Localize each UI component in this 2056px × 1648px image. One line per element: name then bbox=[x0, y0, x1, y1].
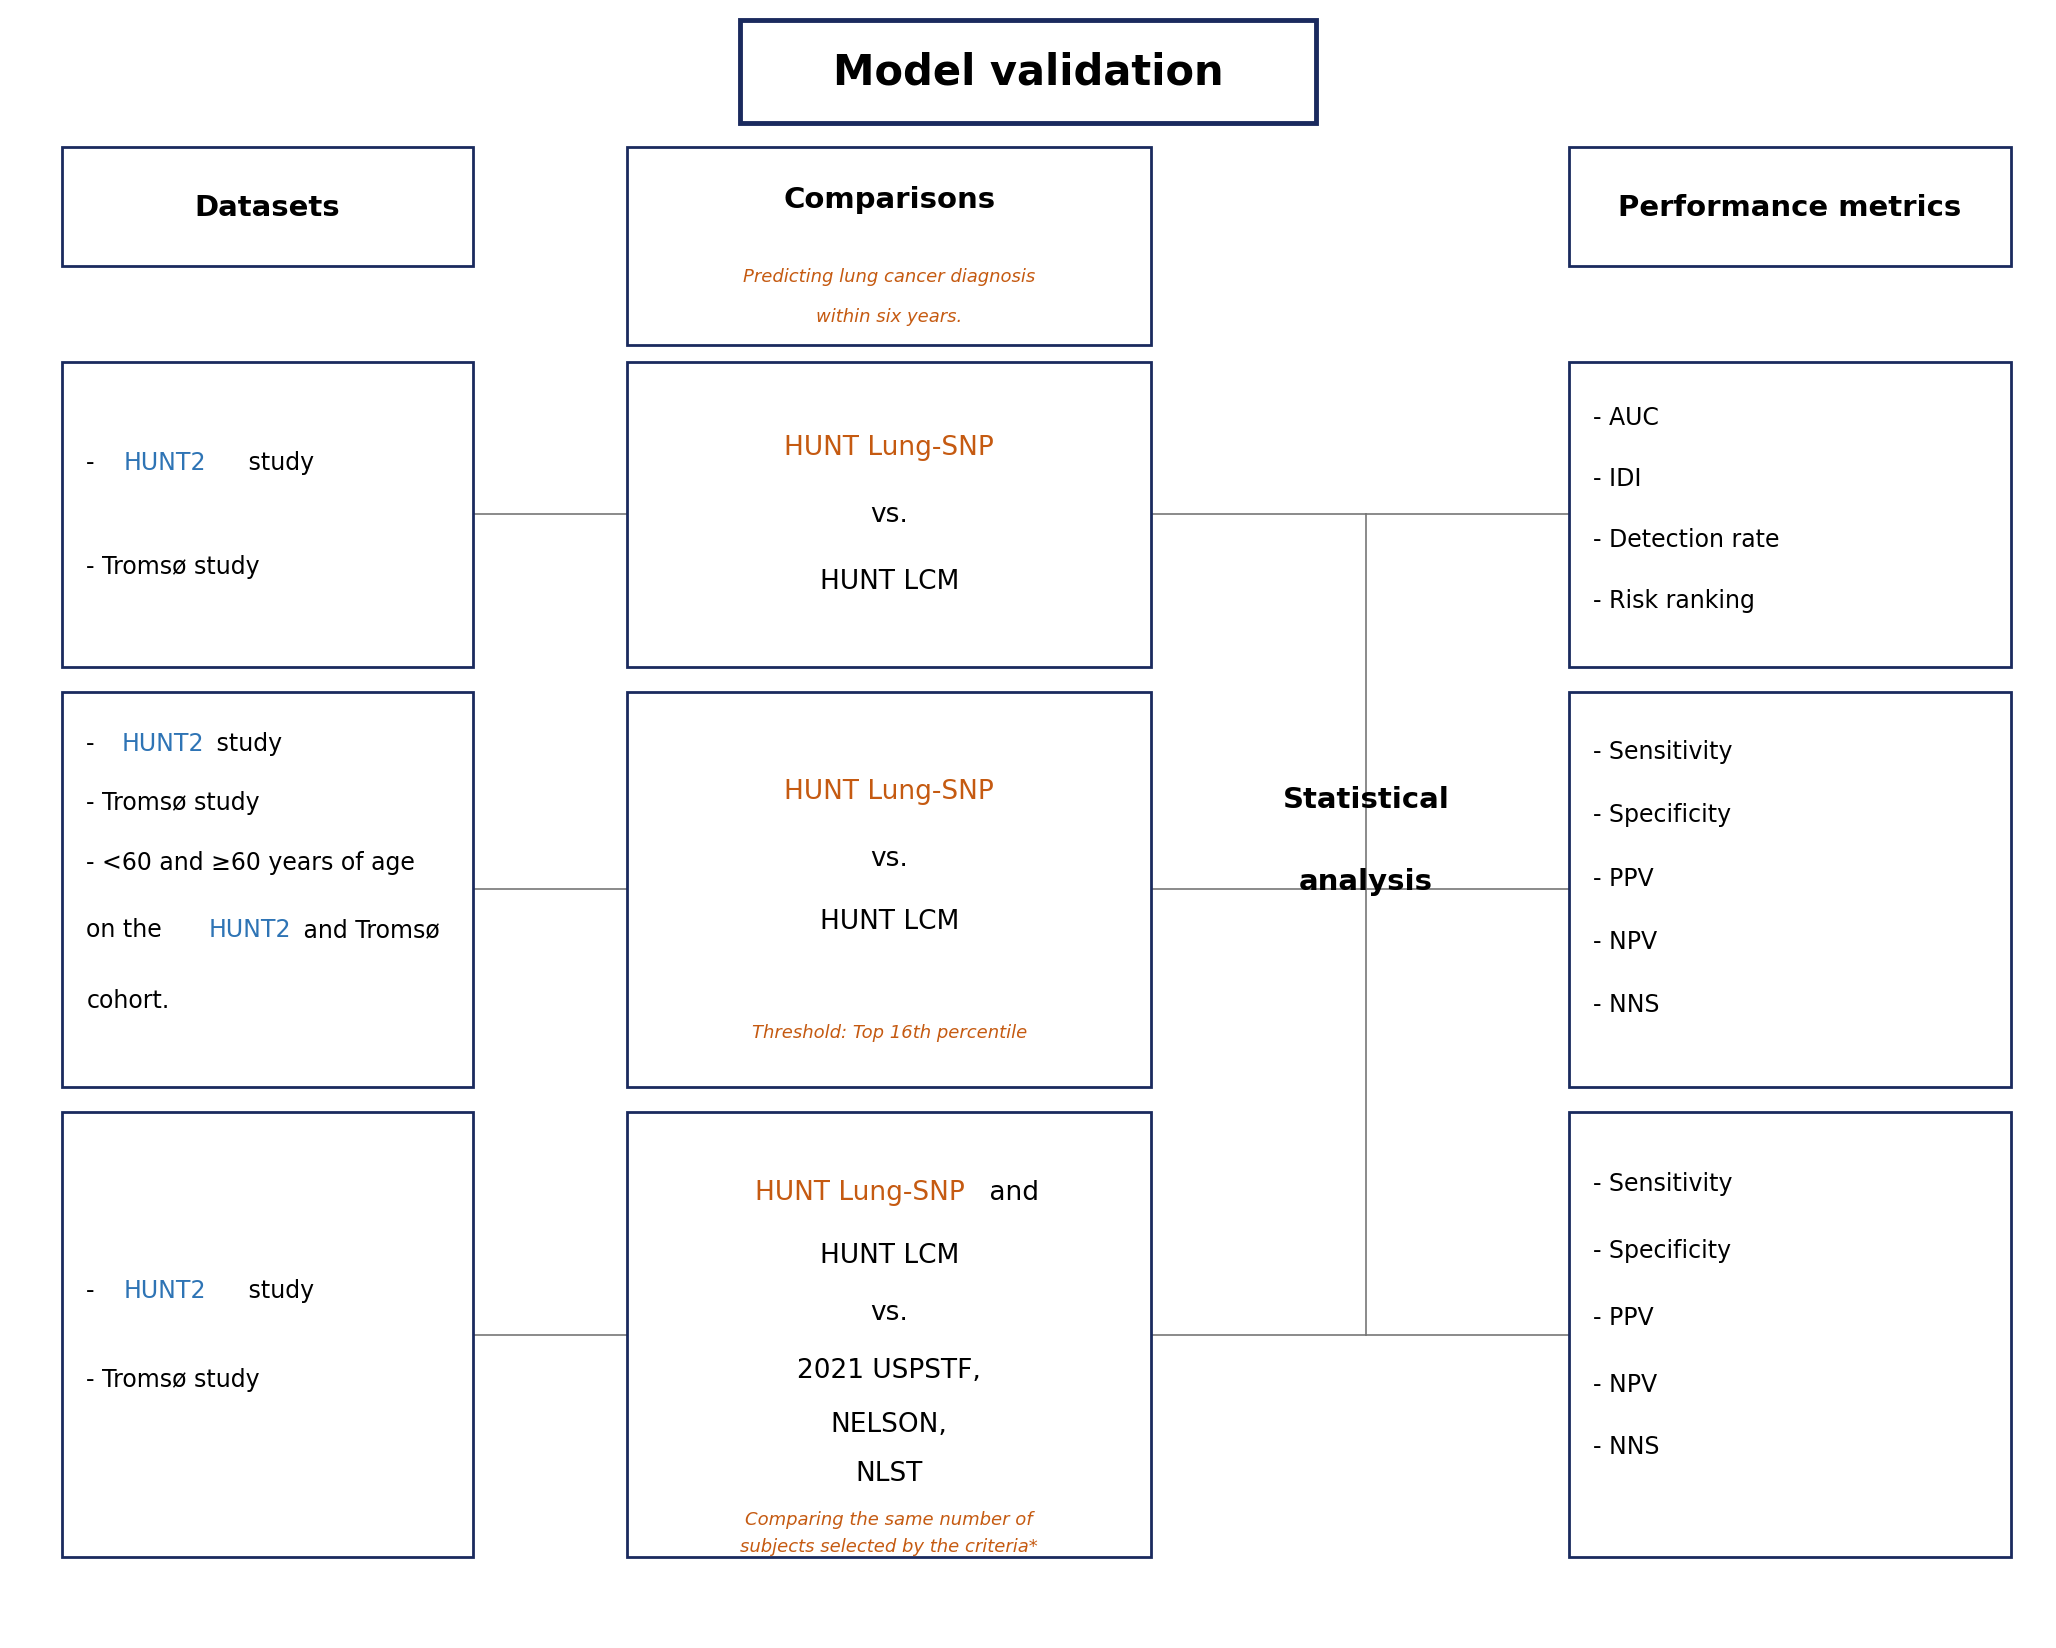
Text: -: - bbox=[86, 1279, 103, 1302]
Text: subjects selected by the criteria*: subjects selected by the criteria* bbox=[740, 1538, 1038, 1556]
Text: - PPV: - PPV bbox=[1593, 1305, 1653, 1328]
Text: HUNT Lung-SNP: HUNT Lung-SNP bbox=[783, 435, 995, 461]
Text: Threshold: Top 16th percentile: Threshold: Top 16th percentile bbox=[752, 1023, 1026, 1042]
FancyBboxPatch shape bbox=[740, 21, 1316, 124]
FancyBboxPatch shape bbox=[627, 148, 1151, 346]
Text: NLST: NLST bbox=[855, 1460, 923, 1486]
FancyBboxPatch shape bbox=[62, 363, 473, 667]
Text: - Tromsø study: - Tromsø study bbox=[86, 555, 259, 578]
FancyBboxPatch shape bbox=[1569, 692, 2011, 1088]
Text: on the: on the bbox=[86, 918, 169, 941]
Text: vs.: vs. bbox=[870, 503, 909, 527]
Text: Comparisons: Comparisons bbox=[783, 186, 995, 214]
Text: - AUC: - AUC bbox=[1593, 405, 1659, 430]
Text: - Sensitivity: - Sensitivity bbox=[1593, 1172, 1733, 1195]
Text: HUNT LCM: HUNT LCM bbox=[820, 1243, 958, 1267]
Text: HUNT2: HUNT2 bbox=[123, 452, 206, 475]
Text: - Tromsø study: - Tromsø study bbox=[86, 791, 259, 814]
FancyBboxPatch shape bbox=[627, 692, 1151, 1088]
Text: - <60 and ≥60 years of age: - <60 and ≥60 years of age bbox=[86, 850, 415, 873]
Text: HUNT Lung-SNP: HUNT Lung-SNP bbox=[783, 778, 995, 804]
Text: - PPV: - PPV bbox=[1593, 867, 1653, 890]
Text: - NNS: - NNS bbox=[1593, 1434, 1659, 1458]
FancyBboxPatch shape bbox=[62, 1112, 473, 1557]
Text: -: - bbox=[86, 452, 103, 475]
Text: Performance metrics: Performance metrics bbox=[1618, 194, 1961, 221]
Text: - NPV: - NPV bbox=[1593, 1371, 1657, 1396]
Text: analysis: analysis bbox=[1299, 868, 1433, 895]
Text: Statistical: Statistical bbox=[1283, 786, 1449, 812]
Text: - Detection rate: - Detection rate bbox=[1593, 527, 1780, 552]
Text: cohort.: cohort. bbox=[86, 989, 169, 1012]
Text: HUNT LCM: HUNT LCM bbox=[820, 908, 958, 934]
Text: and Tromsø: and Tromsø bbox=[296, 918, 440, 941]
Text: Predicting lung cancer diagnosis: Predicting lung cancer diagnosis bbox=[742, 269, 1036, 285]
Text: within six years.: within six years. bbox=[816, 308, 962, 325]
Text: Datasets: Datasets bbox=[195, 194, 339, 221]
Text: -: - bbox=[86, 732, 103, 755]
Text: HUNT2: HUNT2 bbox=[123, 1279, 206, 1302]
FancyBboxPatch shape bbox=[62, 148, 473, 267]
Text: - NPV: - NPV bbox=[1593, 929, 1657, 953]
Text: - Risk ranking: - Risk ranking bbox=[1593, 588, 1756, 613]
Text: 2021 USPSTF,: 2021 USPSTF, bbox=[798, 1358, 981, 1383]
Text: HUNT2: HUNT2 bbox=[121, 732, 204, 755]
Text: - IDI: - IDI bbox=[1593, 466, 1643, 491]
Text: - Specificity: - Specificity bbox=[1593, 1238, 1731, 1262]
Text: vs.: vs. bbox=[870, 845, 909, 872]
Text: - NNS: - NNS bbox=[1593, 992, 1659, 1017]
Text: study: study bbox=[241, 1279, 315, 1302]
Text: study: study bbox=[241, 452, 315, 475]
FancyBboxPatch shape bbox=[1569, 363, 2011, 667]
Text: Model validation: Model validation bbox=[833, 51, 1223, 94]
Text: HUNT LCM: HUNT LCM bbox=[820, 569, 958, 595]
Text: vs.: vs. bbox=[870, 1300, 909, 1325]
Text: and: and bbox=[981, 1180, 1038, 1205]
Text: - Sensitivity: - Sensitivity bbox=[1593, 740, 1733, 763]
FancyBboxPatch shape bbox=[627, 1112, 1151, 1557]
Text: HUNT Lung-SNP: HUNT Lung-SNP bbox=[755, 1180, 964, 1205]
FancyBboxPatch shape bbox=[1569, 148, 2011, 267]
Text: - Tromsø study: - Tromsø study bbox=[86, 1368, 259, 1391]
Text: NELSON,: NELSON, bbox=[831, 1411, 948, 1437]
Text: HUNT2: HUNT2 bbox=[210, 918, 292, 941]
Text: - Specificity: - Specificity bbox=[1593, 803, 1731, 827]
Text: Comparing the same number of: Comparing the same number of bbox=[746, 1511, 1032, 1529]
Text: study: study bbox=[210, 732, 282, 755]
FancyBboxPatch shape bbox=[62, 692, 473, 1088]
FancyBboxPatch shape bbox=[1569, 1112, 2011, 1557]
FancyBboxPatch shape bbox=[627, 363, 1151, 667]
